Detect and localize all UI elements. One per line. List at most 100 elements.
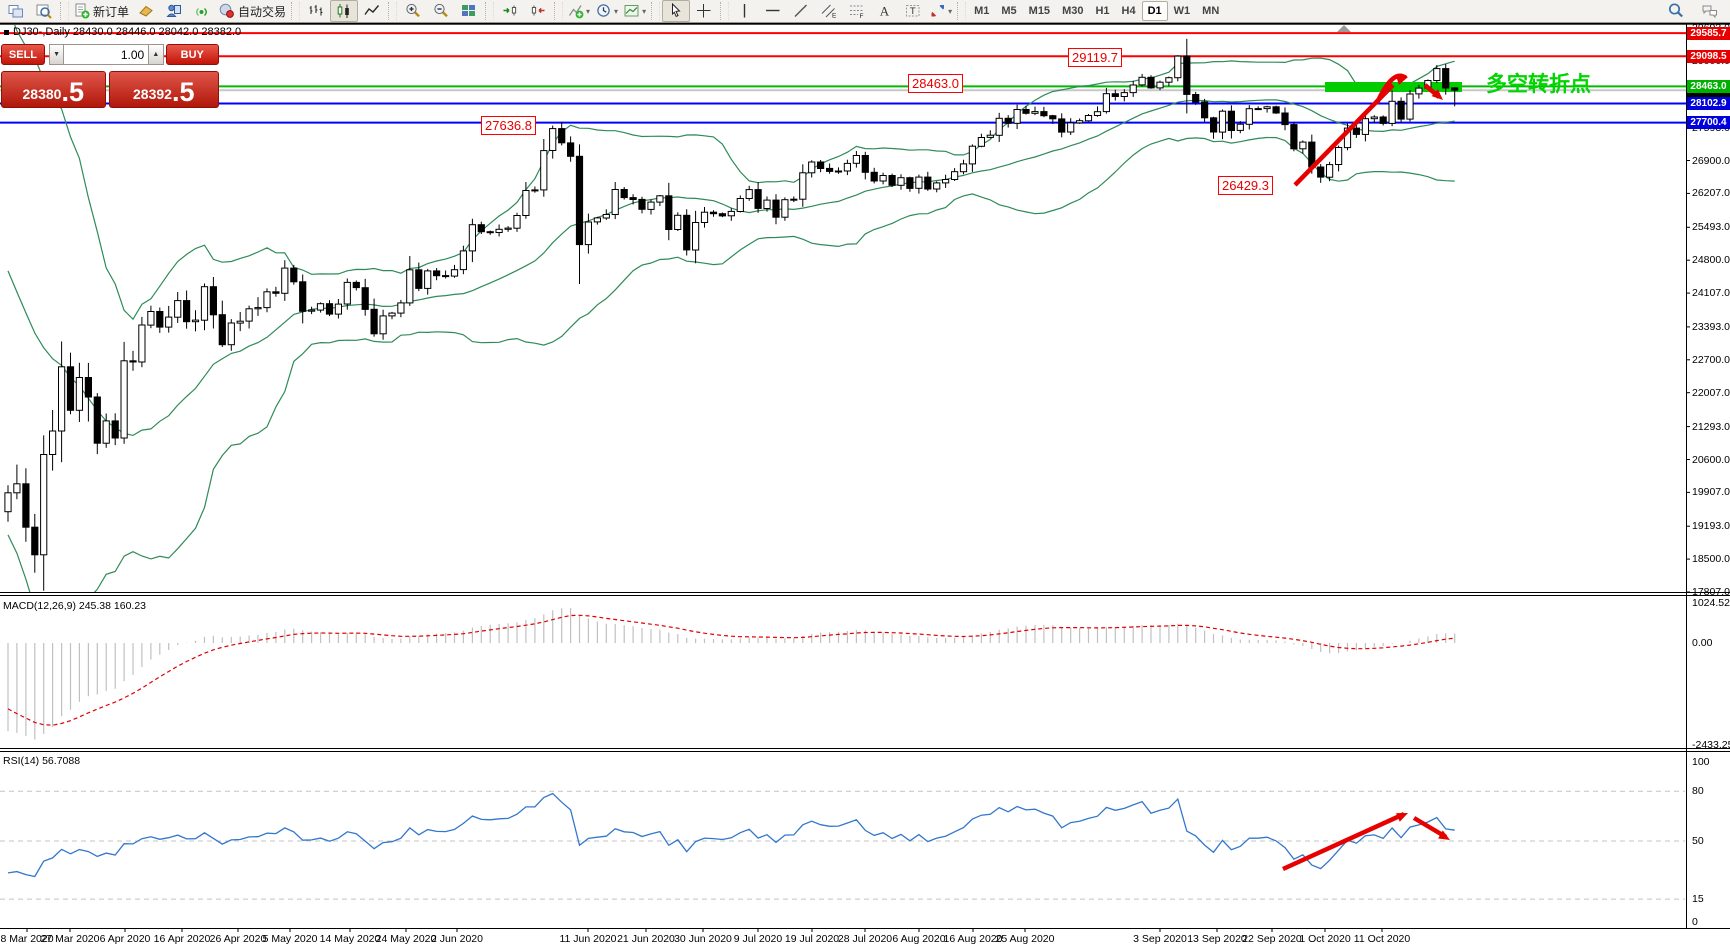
candles xyxy=(4,38,1459,591)
text-button[interactable]: A xyxy=(871,0,899,22)
timeframe-w1-button[interactable]: W1 xyxy=(1173,5,1191,17)
price-callout-26429.3[interactable]: 26429.3 xyxy=(1218,176,1273,195)
price-axis-tick: 23393.0 xyxy=(1692,320,1730,333)
price-badge-29098.5: 29098.5 xyxy=(1687,49,1730,63)
search-icon xyxy=(1668,3,1683,18)
volume-increase-button[interactable]: ▲ xyxy=(148,44,164,65)
date-axis-label: 5 May 2020 xyxy=(262,933,318,945)
arrows-icon xyxy=(930,3,946,19)
toolbar-separator xyxy=(388,2,398,20)
data-window-button[interactable] xyxy=(30,0,58,22)
indicators-button[interactable]: ▾ xyxy=(565,0,593,22)
vertical-line-button[interactable] xyxy=(731,0,759,22)
price-badge-28102.9: 28102.9 xyxy=(1687,97,1730,110)
price-callout-29119.7[interactable]: 29119.7 xyxy=(1068,48,1123,67)
zoom-in-icon xyxy=(405,3,421,19)
tile-windows-button[interactable] xyxy=(455,0,483,22)
timeframe-h4-button[interactable]: H4 xyxy=(1121,5,1136,17)
splitter-arrow-icon[interactable] xyxy=(1337,25,1351,32)
zoom-out-button[interactable] xyxy=(427,0,455,22)
date-axis-label: 8 Mar 2020 xyxy=(0,933,54,945)
timeframe-mn-button[interactable]: MN xyxy=(1202,5,1220,17)
macd-axis-label: -2433.25 xyxy=(1692,739,1730,751)
price-axis-tick: 22007.0 xyxy=(1692,386,1730,399)
macd-indicator xyxy=(7,608,1456,740)
navigator-button[interactable] xyxy=(160,0,188,22)
zoom-in-button[interactable] xyxy=(399,0,427,22)
templates-button[interactable]: ▾ xyxy=(621,0,649,22)
new-order-icon xyxy=(74,3,90,19)
new-order-button-label: 新订单 xyxy=(93,4,130,19)
timeframe-m15-button[interactable]: M15 xyxy=(1028,5,1051,17)
symbol-marker-icon xyxy=(4,29,9,35)
buy-button[interactable]: BUY xyxy=(165,44,219,65)
price-badge-29585.7: 29585.7 xyxy=(1687,26,1730,40)
arrows-button[interactable]: ▾ xyxy=(927,0,955,22)
crosshair-button[interactable] xyxy=(690,0,718,22)
fibonacci-icon: F xyxy=(849,3,865,19)
timeframe-h1-button[interactable]: H1 xyxy=(1095,5,1110,17)
dropdown-caret-icon[interactable]: ▾ xyxy=(614,6,619,16)
toolbar-separator xyxy=(485,2,495,20)
macd-axis-label: 1024.52 xyxy=(1692,597,1730,609)
channel-icon: E xyxy=(821,3,837,19)
dropdown-caret-icon[interactable]: ▾ xyxy=(586,6,591,16)
signals-button[interactable] xyxy=(188,0,216,22)
date-axis-label: 2 Jun 2020 xyxy=(431,933,483,945)
trend-annotations[interactable] xyxy=(1293,73,1443,187)
search-button[interactable] xyxy=(1662,0,1690,22)
auto-scroll-button[interactable] xyxy=(496,0,524,22)
line-chart-icon xyxy=(364,3,380,19)
svg-text:A: A xyxy=(880,4,890,19)
ohlc-values: 28430.0 28446.0 28042.0 28382.0 xyxy=(72,26,242,38)
dropdown-caret-icon[interactable]: ▾ xyxy=(948,6,953,16)
price-axis-tick: 18500.0 xyxy=(1692,553,1730,566)
rsi-axis-label: 100 xyxy=(1692,756,1710,768)
channel-button[interactable]: E xyxy=(815,0,843,22)
timeframe-m30-button[interactable]: M30 xyxy=(1062,5,1084,17)
new-order-button[interactable]: 新订单 xyxy=(71,0,132,22)
price-callout-27636.8[interactable]: 27636.8 xyxy=(481,116,536,135)
buy-price-tile[interactable]: 28392.5 xyxy=(108,71,219,108)
chart-shift-icon xyxy=(530,3,546,19)
trendline-button[interactable] xyxy=(787,0,815,22)
charts-list-button[interactable] xyxy=(2,0,30,22)
cursor-button[interactable] xyxy=(662,0,691,22)
buy-price-main: 28392 xyxy=(133,86,172,102)
chart-title: DJ30-,Daily 28430.0 28446.0 28042.0 2838… xyxy=(4,26,241,38)
candlestick-chart-button[interactable] xyxy=(330,0,359,22)
chart-shift-button[interactable] xyxy=(524,0,552,22)
date-axis-label: 11 Jun 2020 xyxy=(559,933,617,945)
bollinger-bands xyxy=(7,25,1455,592)
one-click-trading-panel: SELL ▼ ▲ BUY 28380.5 28392.5 xyxy=(1,44,219,108)
timeframe-m5-button[interactable]: M5 xyxy=(1001,5,1017,17)
fibonacci-button[interactable]: F xyxy=(843,0,871,22)
rsi-axis-label: 15 xyxy=(1692,893,1704,905)
market-watch-button[interactable] xyxy=(132,0,160,22)
timeframe-m1-button[interactable]: M1 xyxy=(974,5,990,17)
date-axis-label: 26 Apr 2020 xyxy=(209,933,267,945)
sell-price-tile[interactable]: 28380.5 xyxy=(1,71,106,108)
text-label-button[interactable]: T xyxy=(899,0,927,22)
chat-button[interactable] xyxy=(1696,0,1724,22)
price-callout-28463.0[interactable]: 28463.0 xyxy=(908,74,963,93)
volume-input[interactable] xyxy=(64,44,149,65)
date-axis-label: 9 Jul 2020 xyxy=(733,933,783,945)
autotrade-button[interactable]: 自动交易 xyxy=(216,0,289,22)
sell-button[interactable]: SELL xyxy=(1,44,45,65)
timeframe-d1-button[interactable]: D1 xyxy=(1141,1,1168,21)
buy-price-pips: .5 xyxy=(171,77,195,107)
date-axis-label: 14 May 2020 xyxy=(319,933,381,945)
date-axis-label: 27 Mar 2020 xyxy=(40,933,100,945)
toolbar-separator xyxy=(60,2,69,20)
bar-chart-button[interactable] xyxy=(302,0,330,22)
text-icon: A xyxy=(877,3,893,19)
tile-icon xyxy=(461,3,477,19)
periods-button[interactable]: ▾ xyxy=(593,0,621,22)
horizontal-line-button[interactable] xyxy=(759,0,787,22)
dropdown-caret-icon[interactable]: ▾ xyxy=(642,6,647,16)
line-chart-button[interactable] xyxy=(358,0,386,22)
volume-decrease-button[interactable]: ▼ xyxy=(48,44,65,65)
